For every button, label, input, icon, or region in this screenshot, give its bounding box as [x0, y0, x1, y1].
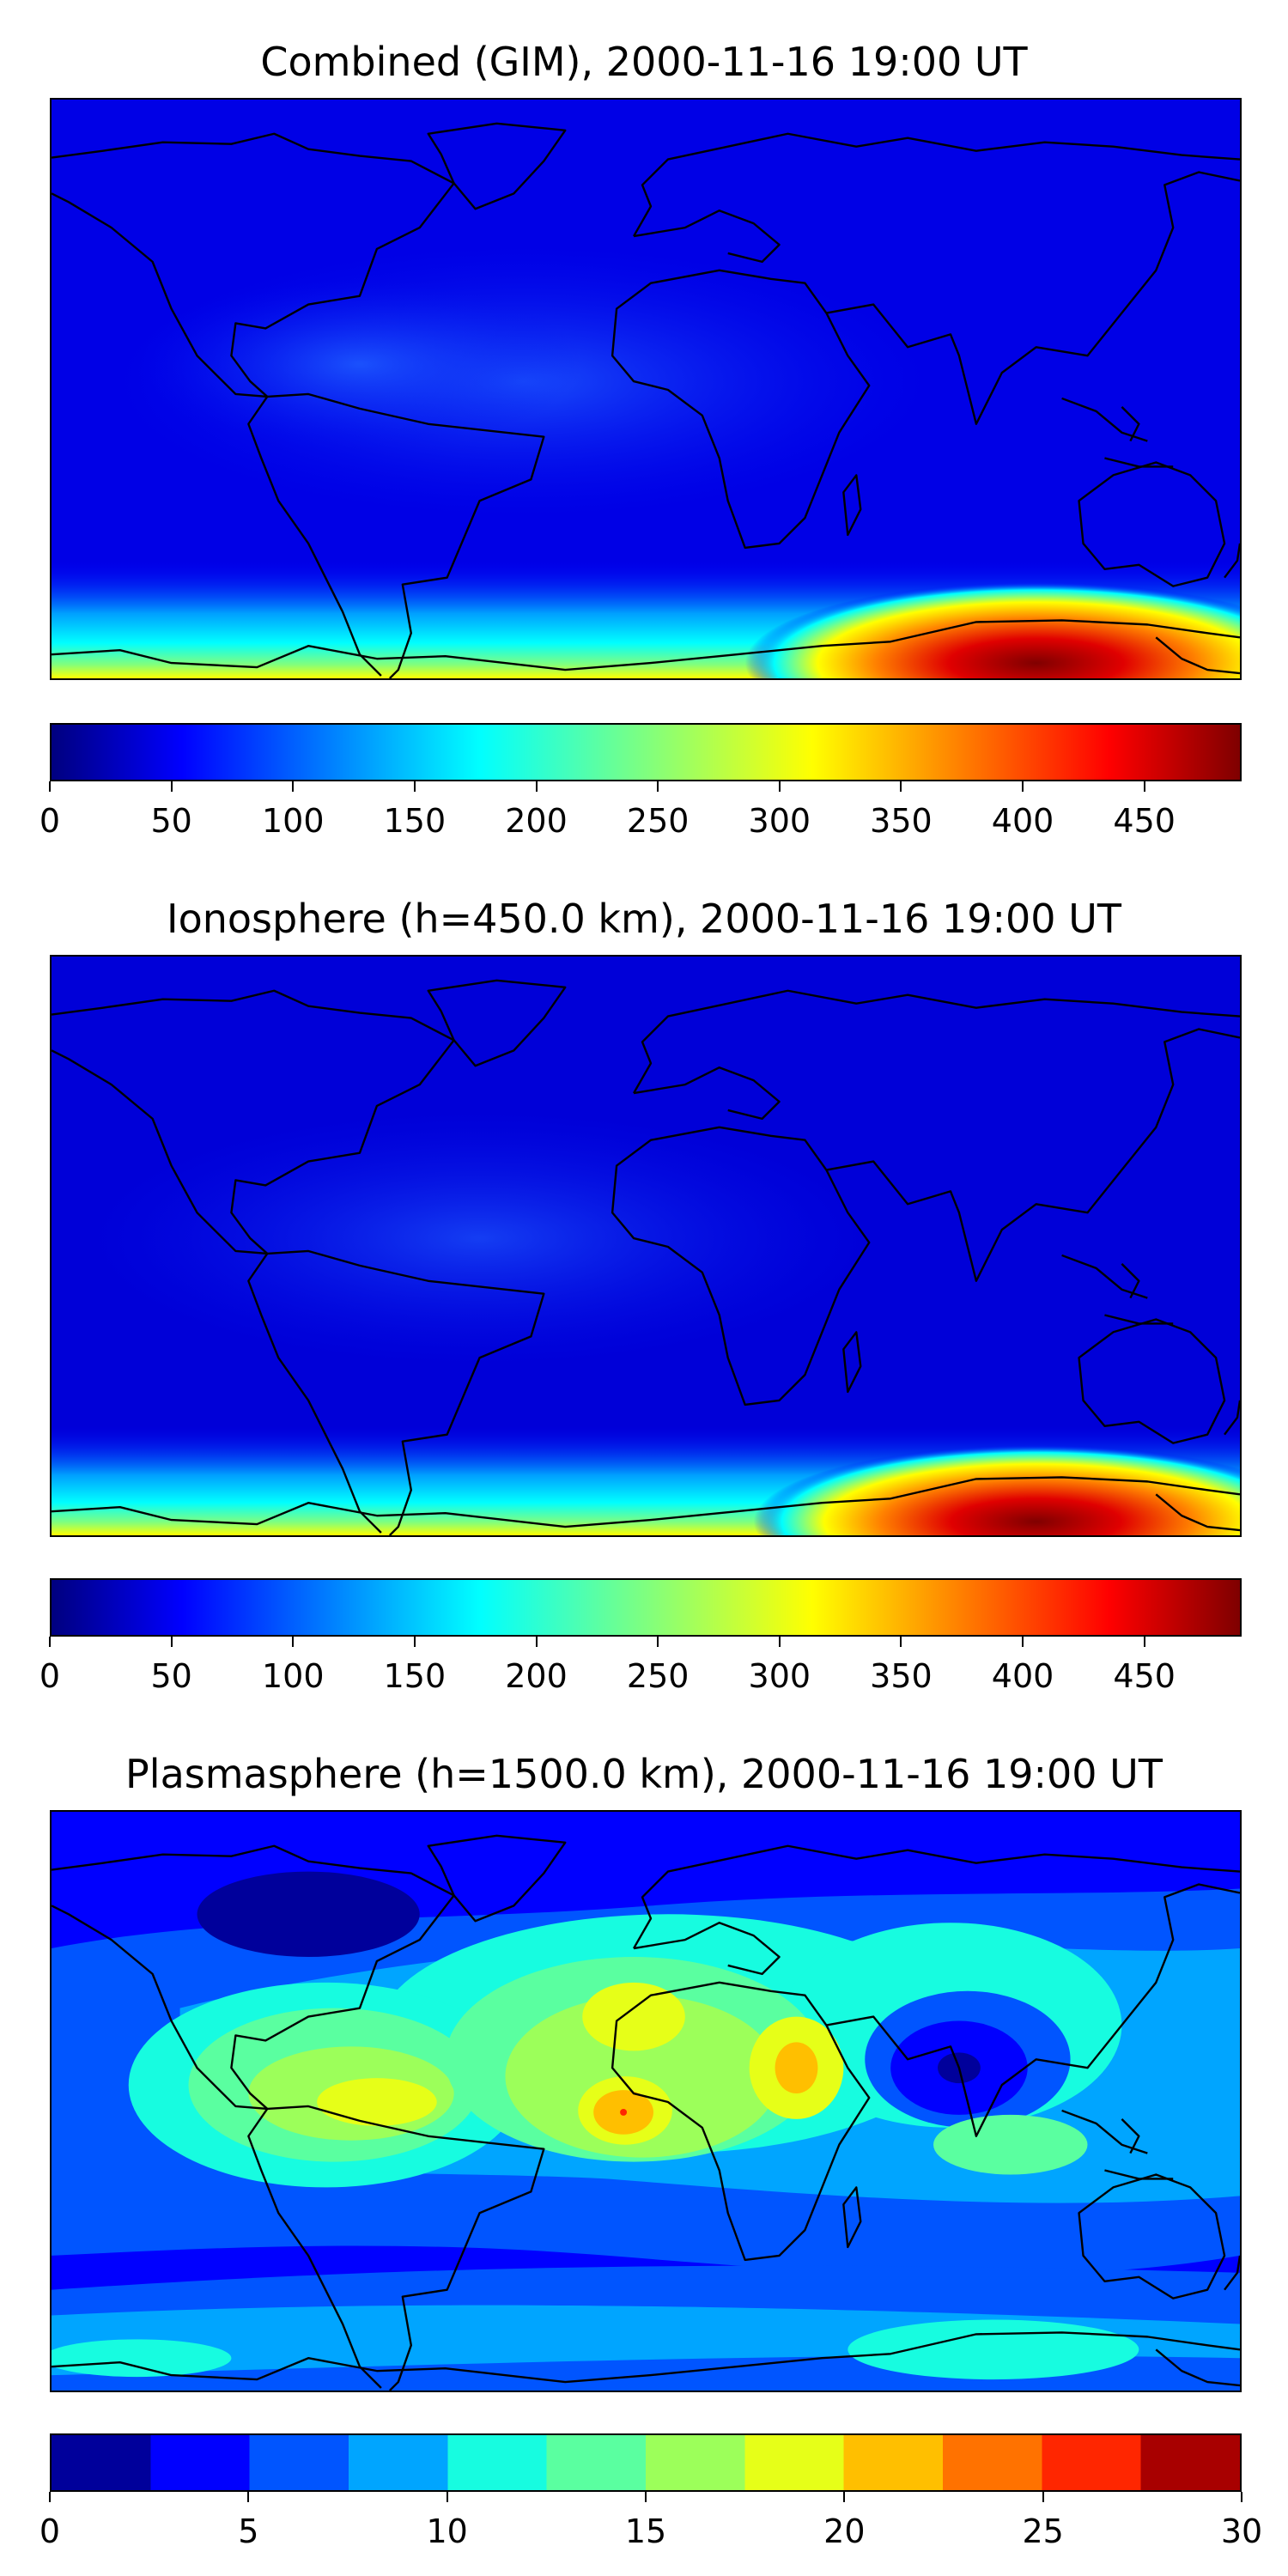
colorbar-tick-label: 10: [426, 2512, 468, 2550]
colorbar-tick: [170, 1637, 173, 1647]
colorbar-tick: [49, 781, 51, 792]
map-plasmasphere: [50, 1810, 1242, 2392]
colorbar-tick: [843, 2492, 846, 2502]
colorbar-tick: [1241, 2492, 1242, 2502]
colorbar-tick: [1143, 1637, 1145, 1647]
colorbar-tick: [1143, 781, 1145, 792]
colorbar-tick-label: 450: [1113, 802, 1176, 840]
colorbar-tick: [657, 781, 659, 792]
colorbar-tick-label: 300: [748, 1657, 811, 1695]
colorbar-ionosphere: [50, 1578, 1242, 1637]
map-combined-canvas: [52, 100, 1240, 678]
panel-title-ionosphere: Ionosphere (h=450.0 km), 2000-11-16 19:0…: [167, 896, 1121, 942]
colorbar-tick: [657, 1637, 659, 1647]
colorbar-tick-label: 0: [39, 2512, 61, 2550]
colorbar-tick: [535, 781, 538, 792]
colorbar-tick: [778, 781, 781, 792]
colorbar-tick: [292, 1637, 295, 1647]
colorbar-tick-label: 200: [505, 1657, 568, 1695]
colorbar-tick-label: 100: [261, 802, 325, 840]
map-ionosphere: [50, 955, 1242, 1537]
colorbar-tick-label: 400: [991, 802, 1054, 840]
colorbar-tick-label: 250: [626, 1657, 690, 1695]
colorbar-tick-label: 200: [505, 802, 568, 840]
map-combined: [50, 98, 1242, 680]
colorbar-tick-label: 30: [1220, 2512, 1263, 2550]
colorbar-tick-label: 0: [39, 1657, 61, 1695]
colorbar-tick: [413, 781, 416, 792]
colorbar-tick: [645, 2492, 647, 2502]
colorbar-tick-label: 150: [383, 802, 447, 840]
colorbar-tick: [292, 781, 295, 792]
colorbar-tick-label: 100: [261, 1657, 325, 1695]
colorbar-tick-label: 400: [991, 1657, 1054, 1695]
colorbar-tick-label: 300: [748, 802, 811, 840]
colorbar-tick-label: 350: [870, 802, 933, 840]
map-plasmasphere-canvas: [52, 1812, 1240, 2391]
colorbar-plasmasphere: [50, 2433, 1242, 2492]
colorbar-combined: [50, 723, 1242, 781]
colorbar-tick-label: 0: [39, 802, 61, 840]
colorbar-tick: [535, 1637, 538, 1647]
colorbar-tick-label: 150: [383, 1657, 447, 1695]
colorbar-tick: [247, 2492, 250, 2502]
colorbar-tick-label: 50: [150, 802, 192, 840]
colorbar-tick: [49, 1637, 51, 1647]
panel-title-plasmasphere: Plasmasphere (h=1500.0 km), 2000-11-16 1…: [125, 1751, 1163, 1797]
colorbar-tick-label: 15: [624, 2512, 667, 2550]
colorbar-tick: [170, 781, 173, 792]
colorbar-tick-label: 5: [238, 2512, 259, 2550]
map-ionosphere-canvas: [52, 957, 1240, 1535]
colorbar-tick: [413, 1637, 416, 1647]
colorbar-tick-label: 25: [1022, 2512, 1064, 2550]
colorbar-tick: [1022, 1637, 1024, 1647]
colorbar-tick-label: 50: [150, 1657, 192, 1695]
colorbar-tick: [446, 2492, 448, 2502]
colorbar-tick: [49, 2492, 51, 2502]
colorbar-tick: [1022, 781, 1024, 792]
colorbar-tick-label: 250: [626, 802, 690, 840]
panel-title-combined: Combined (GIM), 2000-11-16 19:00 UT: [260, 39, 1028, 85]
colorbar-tick: [778, 1637, 781, 1647]
colorbar-tick: [1042, 2492, 1044, 2502]
colorbar-tick-label: 350: [870, 1657, 933, 1695]
colorbar-tick: [900, 1637, 902, 1647]
colorbar-tick-label: 20: [823, 2512, 866, 2550]
colorbar-tick-label: 450: [1113, 1657, 1176, 1695]
colorbar-tick: [900, 781, 902, 792]
